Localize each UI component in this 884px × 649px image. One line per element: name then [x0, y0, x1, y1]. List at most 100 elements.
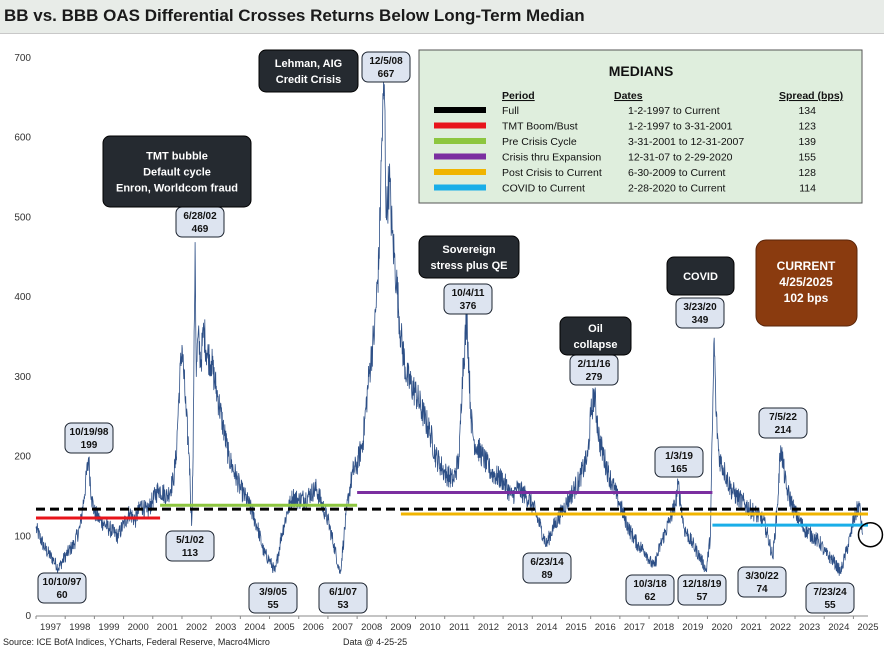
- x-tick-label: 2008: [361, 622, 382, 633]
- current-box: [755, 239, 858, 327]
- callout-box: [737, 566, 787, 598]
- callout-date: 10/4/11: [452, 288, 485, 299]
- legend-period: TMT Boom/Bust: [502, 121, 578, 133]
- event-label: Credit Crisis: [276, 74, 341, 86]
- x-tick-label: 2012: [478, 622, 499, 633]
- current-marker: [857, 521, 884, 548]
- event-box: [258, 49, 359, 93]
- x-tick-label: 2002: [186, 622, 207, 633]
- callout-value: 165: [671, 464, 688, 475]
- median-lines: [36, 490, 868, 527]
- y-tick-label: 300: [14, 372, 31, 383]
- legend-spread: 114: [799, 183, 816, 195]
- callout-value: 89: [541, 570, 553, 581]
- x-tick-label: 2000: [128, 622, 149, 633]
- x-tick-label: 2013: [507, 622, 528, 633]
- callout-value: 55: [267, 600, 279, 611]
- legend-title: MEDIANS: [609, 63, 674, 79]
- legend-header-spread: Spread (bps): [779, 90, 843, 102]
- legend-box: [418, 49, 863, 204]
- legend-period: Full: [502, 105, 519, 117]
- x-tick-label: 2015: [565, 622, 586, 633]
- x-tick-label: 2020: [711, 622, 732, 633]
- callout-box: [625, 574, 675, 606]
- callout-box: [361, 51, 411, 83]
- y-tick-label: 100: [14, 531, 31, 542]
- callout-value: 469: [192, 224, 209, 235]
- callout-date: 3/9/05: [259, 587, 287, 598]
- x-tick-label: 2006: [303, 622, 324, 633]
- legend-header-dates: Dates: [614, 90, 643, 102]
- x-tick-label: 2004: [244, 622, 265, 633]
- callout-date: 10/19/98: [70, 427, 109, 438]
- callout-date: 6/1/07: [329, 587, 357, 598]
- x-tick-label: 2005: [274, 622, 295, 633]
- event-label: Sovereign: [442, 244, 495, 256]
- x-tick-label: 2007: [332, 622, 353, 633]
- event-label: Enron, Worldcom fraud: [116, 183, 238, 195]
- legend-dates: 1-2-1997 to Current: [628, 105, 720, 117]
- y-tick-label: 200: [14, 452, 31, 463]
- callout-box: [37, 572, 87, 604]
- y-tick-label: 600: [14, 133, 31, 144]
- callout-box: [443, 283, 493, 315]
- event-label: stress plus QE: [430, 260, 507, 272]
- callout-date: 3/23/20: [683, 302, 717, 313]
- callout-value: 57: [696, 592, 708, 603]
- legend-period: Post Crisis to Current: [502, 167, 602, 179]
- callout-box: [248, 582, 298, 614]
- current-box-text: 102 bps: [784, 291, 829, 305]
- y-tick-label: 500: [14, 212, 31, 223]
- data-date: Data @ 4-25-25: [343, 637, 408, 647]
- x-tick-label: 2011: [449, 622, 469, 633]
- callout-value: 60: [56, 590, 68, 601]
- callout-date: 6/28/02: [183, 211, 217, 222]
- x-tick-label: 1998: [69, 622, 90, 633]
- y-tick-label: 0: [25, 611, 31, 622]
- x-tick-label: 2017: [624, 622, 645, 633]
- legend-period: Pre Crisis Cycle: [502, 136, 577, 148]
- callout-value: 62: [644, 592, 656, 603]
- spread-series-line: [35, 79, 863, 576]
- x-tick-label: 2009: [390, 622, 411, 633]
- callout-box: [758, 407, 808, 439]
- callout-date: 6/23/14: [530, 557, 564, 568]
- x-tick-label: 2014: [536, 622, 557, 633]
- callout-box: [64, 422, 114, 454]
- series: [35, 79, 863, 576]
- current-box-text: 4/25/2025: [779, 275, 833, 289]
- event-label: Lehman, AIG: [275, 58, 342, 70]
- callout-value: 55: [824, 600, 836, 611]
- callout-date: 10/3/18: [633, 579, 667, 590]
- x-tick-label: 1999: [98, 622, 119, 633]
- callout-value: 53: [337, 600, 349, 611]
- callout-value: 279: [586, 372, 603, 383]
- event-label: collapse: [573, 339, 617, 351]
- event-box: [102, 135, 252, 208]
- y-tick-label: 400: [14, 292, 31, 303]
- footer: Source: ICE BofA Indices, YCharts, Feder…: [0, 637, 884, 649]
- legend-dates: 12-31-07 to 2-29-2020: [628, 152, 733, 164]
- legend-spread: 128: [798, 167, 816, 179]
- x-tick-label: 2016: [595, 622, 616, 633]
- x-tick-label: 2024: [828, 622, 849, 633]
- x-tick-label: 2025: [857, 622, 878, 633]
- axes: 0 100 200 300 400 500 600 700 1997 1998 1999 2000 20…: [14, 53, 878, 633]
- legend-spread: 155: [798, 152, 816, 164]
- callout-box: [318, 582, 368, 614]
- legend-header-period: Period: [502, 90, 535, 102]
- legend: MEDIANS Period Dates Spread (bps) Full 1-2-19…: [418, 49, 863, 204]
- legend-dates: 1-2-1997 to 3-31-2001: [628, 121, 733, 133]
- callout-date: 5/1/02: [176, 535, 204, 546]
- event-label: COVID: [683, 271, 718, 283]
- event-label: TMT bubble: [146, 151, 208, 163]
- legend-period: COVID to Current: [502, 183, 585, 195]
- callout-box: [165, 530, 215, 562]
- x-tick-label: 2021: [741, 622, 762, 633]
- annotations: 10/10/97 60 10/19/98 199 5/1/02 113 6/28/02 469…: [37, 49, 884, 614]
- x-tick-label: 2019: [682, 622, 703, 633]
- source-note: Source: ICE BofA Indices, YCharts, Feder…: [3, 637, 270, 647]
- callout-value: 74: [756, 584, 768, 595]
- legend-spread: 134: [798, 105, 816, 117]
- x-tick-label: 2018: [653, 622, 674, 633]
